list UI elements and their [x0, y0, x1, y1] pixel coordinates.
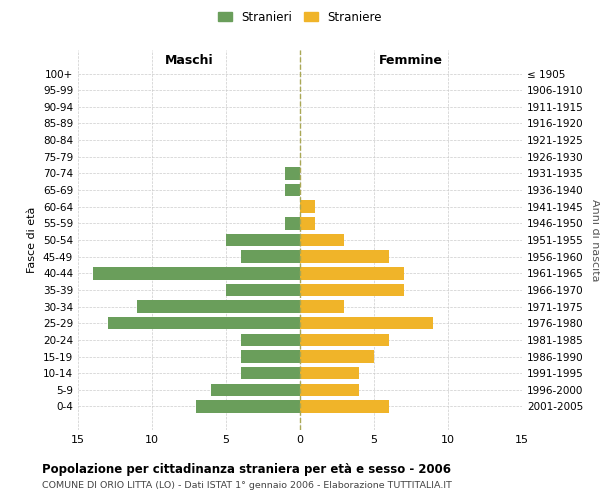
- Bar: [285, 167, 300, 179]
- Bar: [241, 367, 300, 380]
- Bar: [300, 367, 359, 380]
- Text: Femmine: Femmine: [379, 54, 443, 66]
- Text: COMUNE DI ORIO LITTA (LO) - Dati ISTAT 1° gennaio 2006 - Elaborazione TUTTITALIA: COMUNE DI ORIO LITTA (LO) - Dati ISTAT 1…: [42, 481, 452, 490]
- Text: Popolazione per cittadinanza straniera per età e sesso - 2006: Popolazione per cittadinanza straniera p…: [42, 462, 451, 475]
- Bar: [241, 250, 300, 263]
- Text: Maschi: Maschi: [164, 54, 214, 66]
- Bar: [300, 334, 389, 346]
- Y-axis label: Anni di nascita: Anni di nascita: [590, 198, 600, 281]
- Bar: [300, 400, 389, 412]
- Bar: [211, 384, 300, 396]
- Y-axis label: Fasce di età: Fasce di età: [28, 207, 37, 273]
- Bar: [241, 334, 300, 346]
- Bar: [137, 300, 300, 313]
- Bar: [300, 200, 315, 213]
- Bar: [285, 217, 300, 230]
- Bar: [300, 234, 344, 246]
- Legend: Stranieri, Straniere: Stranieri, Straniere: [213, 6, 387, 28]
- Bar: [300, 217, 315, 230]
- Bar: [300, 300, 344, 313]
- Bar: [107, 317, 300, 330]
- Bar: [300, 384, 359, 396]
- Bar: [300, 267, 404, 280]
- Bar: [300, 317, 433, 330]
- Bar: [241, 350, 300, 363]
- Bar: [285, 184, 300, 196]
- Bar: [196, 400, 300, 412]
- Bar: [226, 284, 300, 296]
- Bar: [300, 250, 389, 263]
- Bar: [93, 267, 300, 280]
- Bar: [226, 234, 300, 246]
- Bar: [300, 350, 374, 363]
- Bar: [300, 284, 404, 296]
